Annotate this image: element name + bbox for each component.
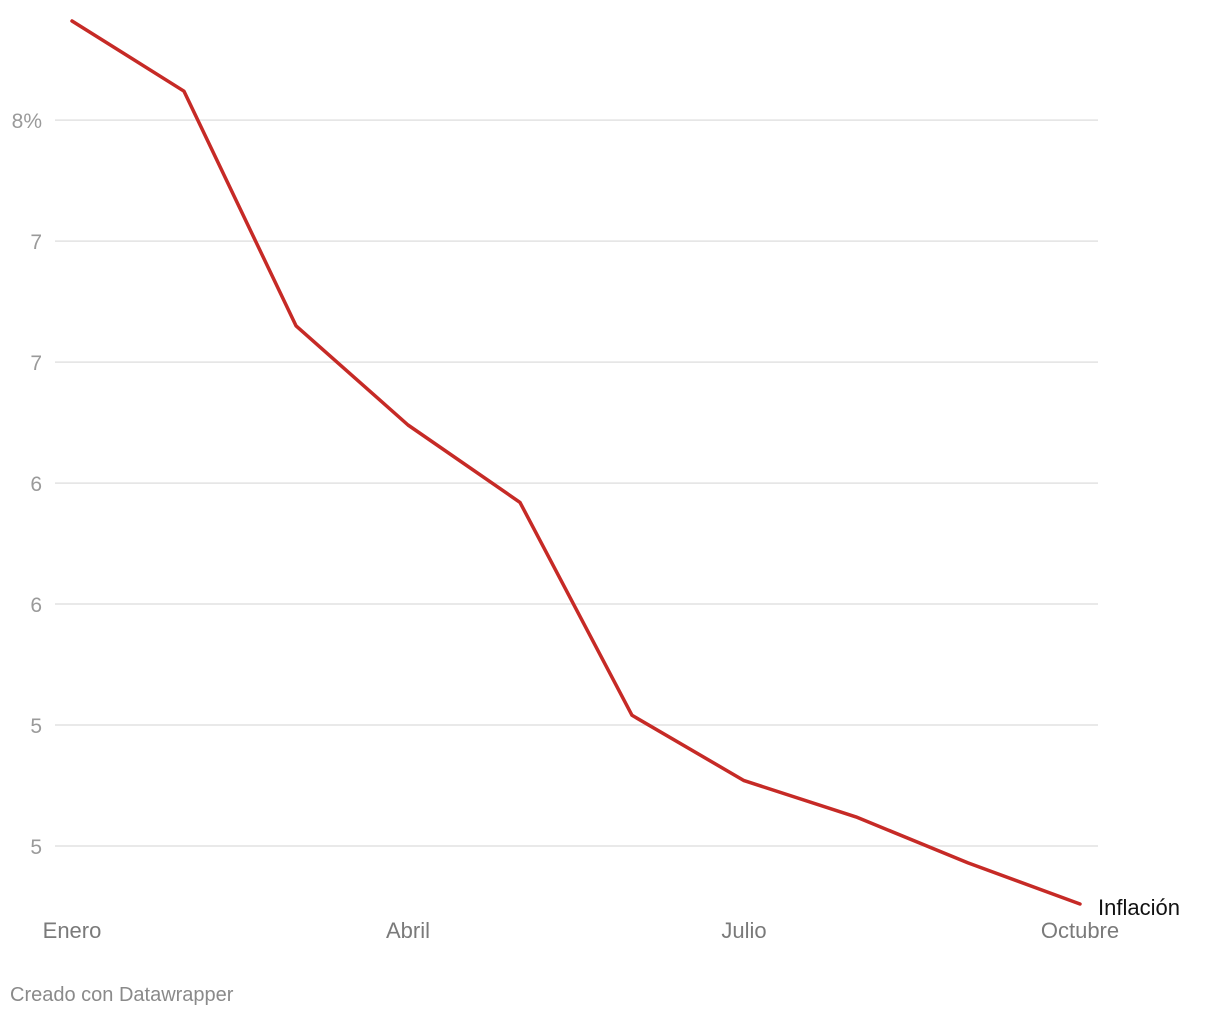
series-lines: [70, 19, 1082, 906]
y-tick-label: 8%: [12, 110, 42, 133]
credit-text[interactable]: Creado con Datawrapper: [10, 984, 234, 1006]
y-tick-label: 5: [30, 836, 42, 859]
x-tick-label: Abril: [386, 918, 430, 943]
series-label: Inflación: [1098, 895, 1180, 920]
x-tick-label: Octubre: [1041, 918, 1119, 943]
gridlines: [55, 119, 1098, 847]
y-tick-label: 5: [30, 715, 42, 738]
series-labels: Inflación: [1098, 895, 1180, 920]
y-tick-label: 6: [30, 594, 42, 617]
y-tick-label: 7: [30, 352, 42, 375]
y-tick-label: 6: [30, 473, 42, 496]
y-tick-label: 7: [30, 231, 42, 254]
x-tick-label: Julio: [721, 918, 766, 943]
series-line: [70, 19, 1082, 906]
y-axis-tick-labels: 8% 7 7 6 6 5 5: [12, 110, 42, 859]
x-axis-tick-labels: Enero Abril Julio Octubre: [43, 918, 1119, 943]
x-tick-label: Enero: [43, 918, 102, 943]
